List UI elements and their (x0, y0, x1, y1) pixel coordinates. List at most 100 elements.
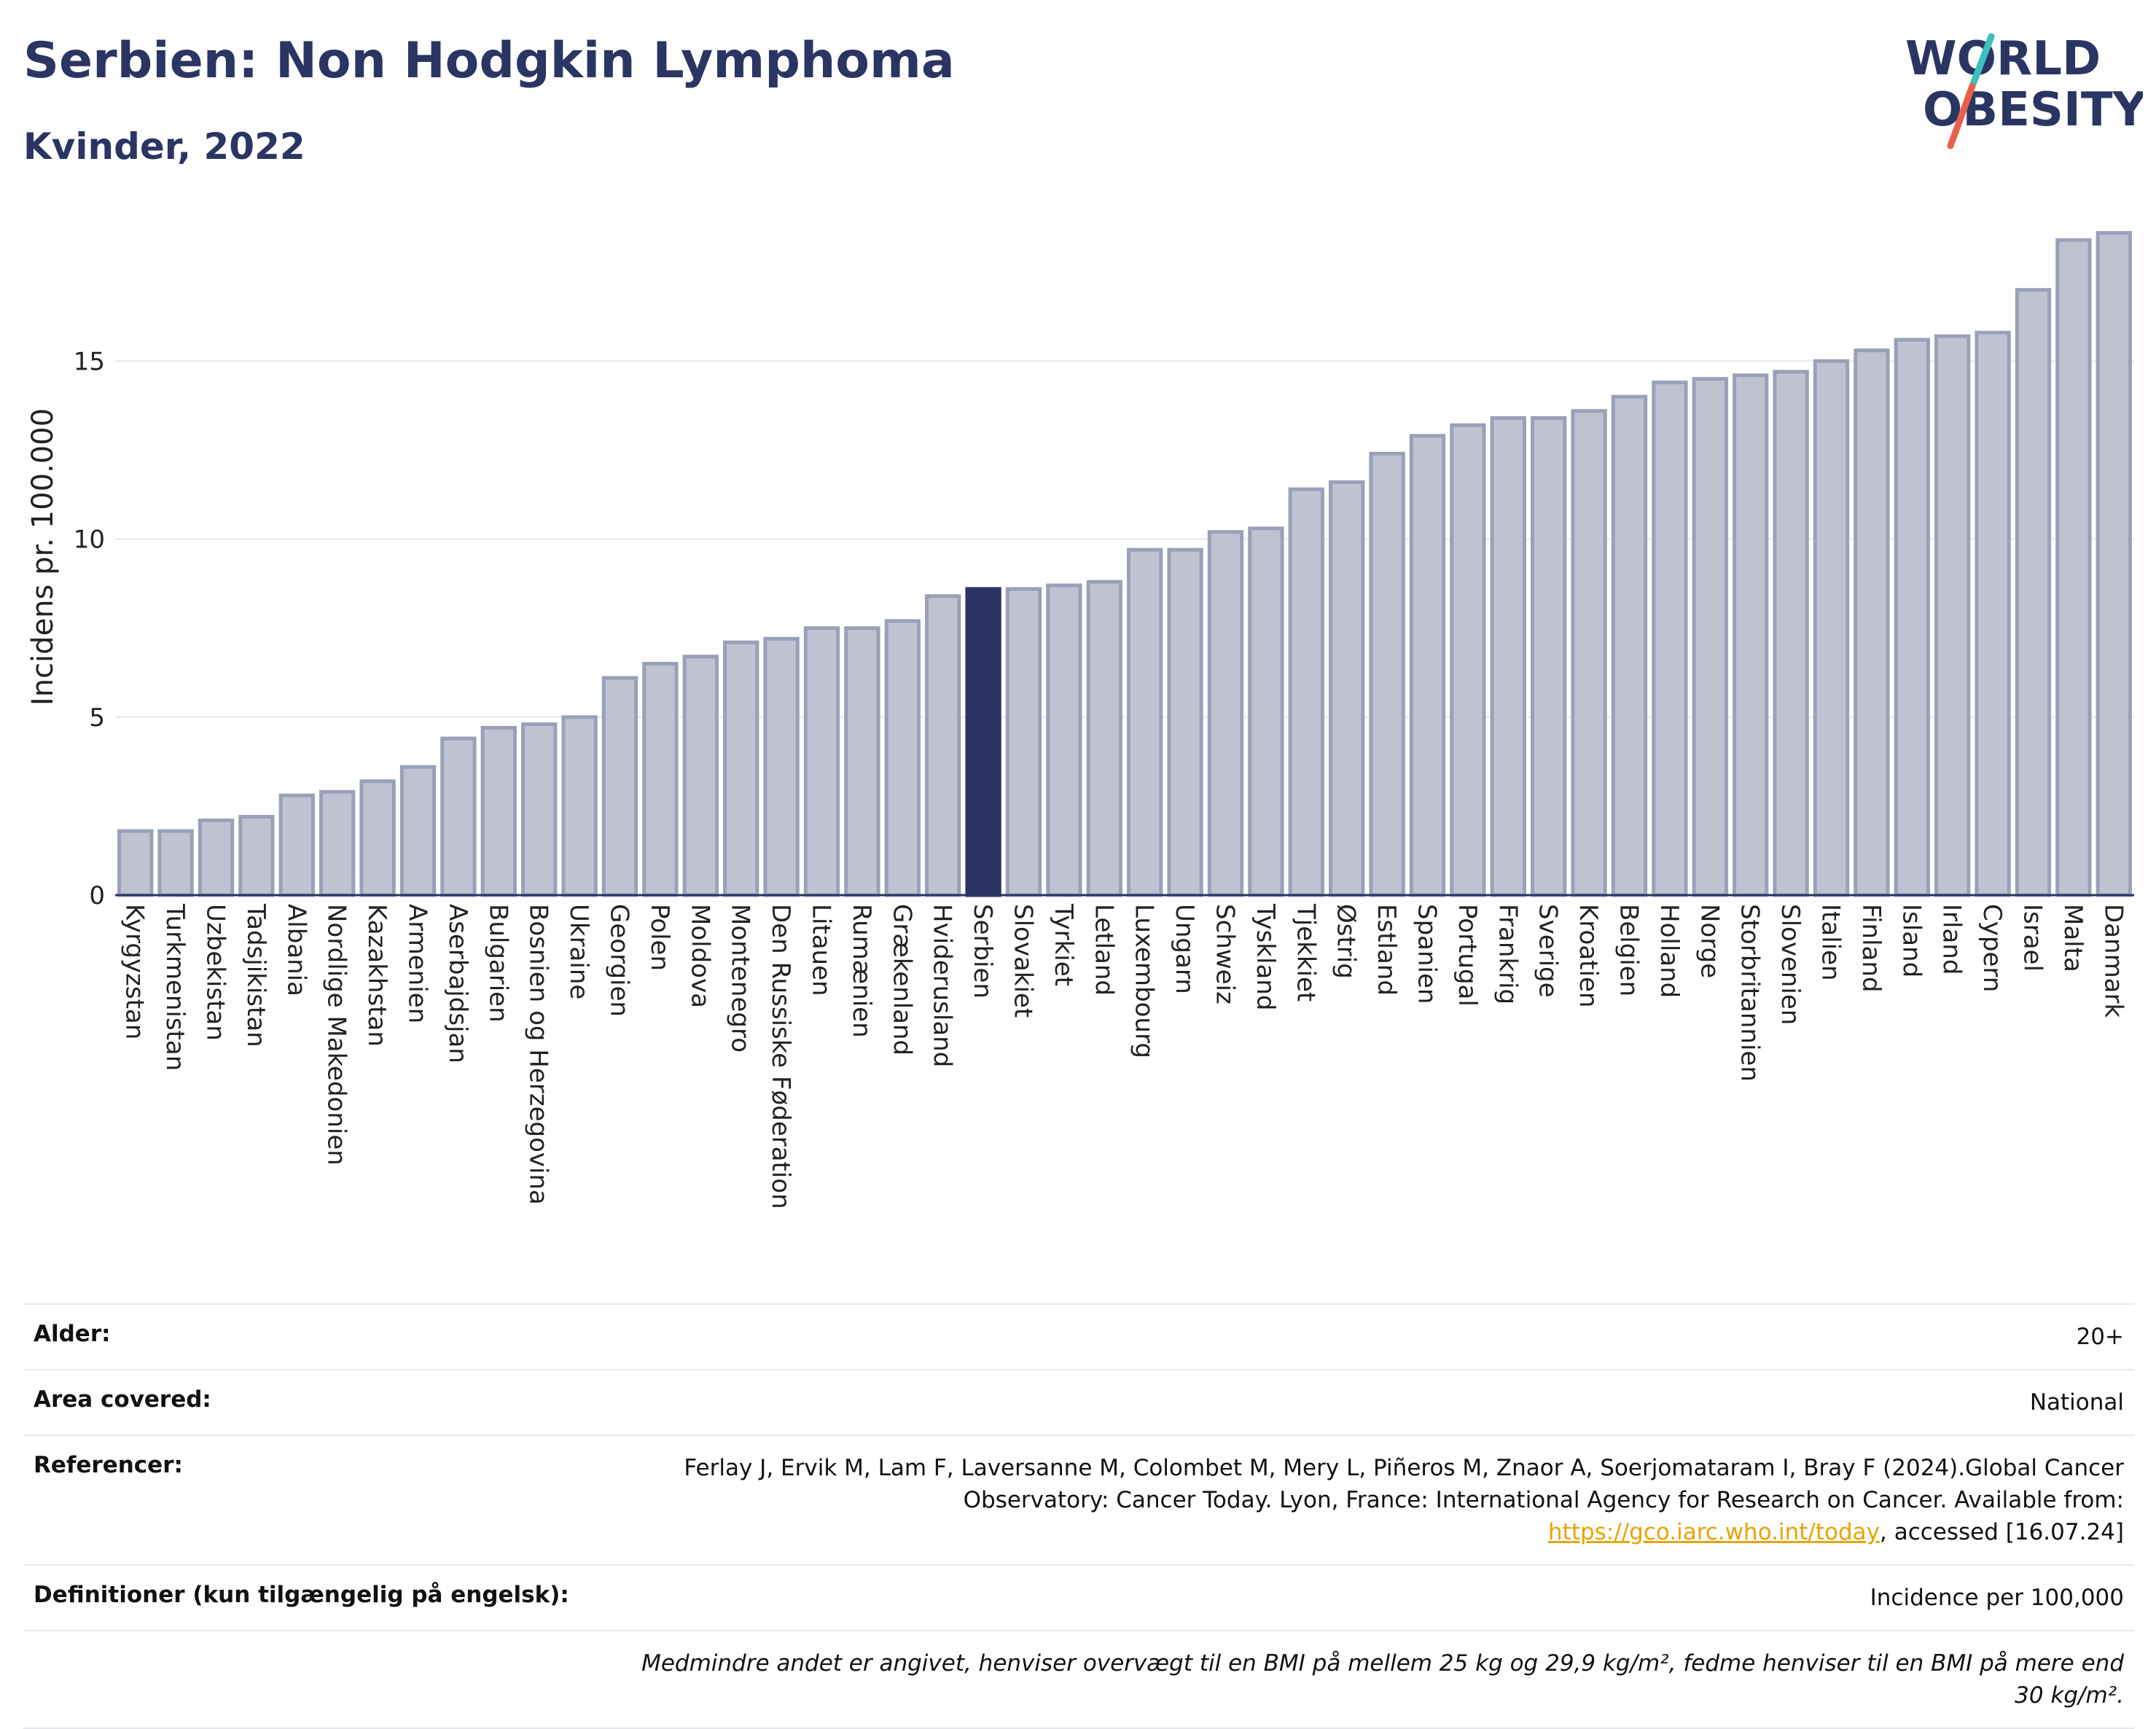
bar-tyskland (1248, 526, 1284, 897)
x-tick-label: Tyskland (1251, 903, 1280, 1010)
bar-litauen (803, 626, 840, 897)
reference-link[interactable]: https://gco.iarc.who.int/today (1548, 1519, 1880, 1545)
x-tick-label: Letland (1089, 904, 1118, 996)
x-tick-label: Albania (281, 904, 310, 996)
x-tick-label: Bulgarien (483, 904, 512, 1023)
bar-den-russiske-føderation (763, 636, 800, 897)
x-tick-label: Hviderusland (928, 904, 957, 1067)
x-tick-label: Kroatien (1574, 904, 1603, 1007)
bar-irland (1934, 334, 1971, 897)
bar-hviderusland (925, 594, 961, 897)
references-label: Referencer: (34, 1452, 183, 1478)
meta-row-definitions: Definitioner (kun tilgængelig på engelsk… (23, 1564, 2134, 1630)
bar-danmark (2096, 231, 2132, 897)
y-axis-label: Incidens pr. 100.000 (26, 408, 60, 706)
x-tick-label: Danmark (2098, 904, 2128, 1018)
age-value: 20+ (2076, 1324, 2124, 1350)
x-tick-label: Tyrkiet (1049, 903, 1078, 986)
bar-italien (1813, 359, 1850, 897)
age-label: Alder: (34, 1321, 111, 1347)
bar-slovenien (1773, 370, 1809, 897)
reference-accessed: , accessed [16.07.24] (1879, 1519, 2124, 1545)
bar-nordlige-makedonien (319, 789, 356, 897)
bar-luxembourg (1127, 547, 1163, 897)
bar-schweiz (1207, 530, 1244, 897)
x-tick-label: Den Russiske Føderation (766, 904, 795, 1209)
y-tick-label: 15 (74, 347, 105, 376)
meta-row-area: Area covered: National (23, 1369, 2134, 1435)
x-tick-label: Norge (1695, 904, 1724, 978)
bar-serbien (965, 587, 1001, 897)
x-tick-label: Irland (1937, 904, 1966, 975)
x-tick-label: Rumænien (847, 904, 876, 1038)
x-tick-label: Aserbajdsjan (443, 904, 472, 1063)
area-value: National (2029, 1389, 2124, 1416)
bar-ungarn (1167, 547, 1203, 897)
reference-text: Ferlay J, Ervik M, Lam F, Laversanne M, … (684, 1455, 2124, 1513)
x-tick-label: Portugal (1453, 904, 1482, 1007)
x-tick-label: Slovakiet (1009, 904, 1038, 1018)
x-tick-label: Uzbekistan (201, 904, 230, 1041)
meta-row-note: Medmindre andet er angivet, henviser ove… (23, 1630, 2134, 1729)
y-tick-label: 10 (74, 526, 105, 555)
definitions-label: Definitioner (kun tilgængelig på engelsk… (34, 1582, 569, 1608)
bar-moldova (682, 655, 719, 897)
x-tick-label: Spanien (1413, 904, 1442, 1004)
bar-aserbajdsjan (440, 736, 477, 897)
bar-kazakhstan (359, 779, 396, 897)
x-tick-label: Storbritannien (1735, 904, 1765, 1082)
bar-kyrgyzstan (117, 829, 154, 897)
x-tick-label: Luxembourg (1130, 904, 1159, 1058)
references-value: Ferlay J, Ervik M, Lam F, Laversanne M, … (622, 1452, 2124, 1548)
bar-frankrig (1490, 416, 1526, 897)
x-tick-label: Montenegro (726, 904, 755, 1053)
x-tick-label: Ungarn (1170, 904, 1199, 994)
logo-slash-top (1969, 33, 1995, 90)
x-tick-label: Tjekkiet (1291, 903, 1320, 1002)
bar-sverige (1531, 416, 1567, 897)
bar-belgien (1611, 394, 1648, 897)
x-tick-label: Georgien (605, 904, 634, 1017)
bar-albania (278, 793, 315, 897)
x-tick-label: Polen (645, 904, 674, 971)
meta-row-age: Alder: 20+ (23, 1303, 2134, 1369)
x-tick-label: Tadsjikistan (241, 903, 270, 1047)
bar-israel (2015, 288, 2052, 897)
x-tick-label: Armenien (403, 904, 432, 1023)
x-tick-label: Bosnien og Herzegovina (524, 904, 553, 1205)
bar-portugal (1450, 423, 1486, 897)
bar-armenien (399, 765, 437, 897)
bar-ukraine (561, 715, 598, 897)
bar-tjekkiet (1288, 487, 1324, 897)
x-tick-label: Schweiz (1211, 904, 1240, 1004)
bar-estland (1369, 451, 1405, 897)
bar-malta (2055, 238, 2092, 897)
x-tick-label: Kyrgyzstan (120, 904, 149, 1039)
logo-slash-bottom (1947, 82, 1976, 149)
x-tick-label: Island (1897, 904, 1926, 977)
x-tick-label: Belgien (1614, 904, 1644, 996)
x-tick-label: Turkmenistan (160, 903, 190, 1071)
area-label: Area covered: (34, 1386, 211, 1413)
bar-letland (1086, 579, 1122, 897)
meta-row-references: Referencer: Ferlay J, Ervik M, Lam F, La… (23, 1435, 2134, 1564)
bar-bulgarien (480, 725, 517, 897)
logo-word-world: WORLD (1905, 32, 2101, 86)
x-tick-label: Slovenien (1776, 904, 1805, 1025)
definitions-value: Incidence per 100,000 (1870, 1585, 2124, 1611)
x-tick-label: Italien (1816, 904, 1846, 981)
bar-kroatien (1571, 409, 1607, 897)
x-tick-label: Holland (1655, 904, 1684, 998)
chart-subtitle: Kvinder, 2022 (23, 125, 305, 168)
bar-holland (1652, 380, 1688, 897)
x-tick-label: Litauen (807, 904, 836, 996)
x-tick-label: Finland (1856, 904, 1886, 993)
x-tick-label: Cypern (1977, 904, 2007, 992)
world-obesity-logo: WORLD OBESITY (1905, 32, 2143, 149)
bar-rumænien (844, 626, 880, 897)
x-tick-label: Malta (2058, 904, 2087, 972)
x-tick-label: Grækenland (887, 904, 916, 1055)
bar-slovakiet (1005, 587, 1042, 897)
x-tick-label: Serbien (968, 904, 997, 999)
x-tick-label: Frankrig (1493, 904, 1522, 1004)
